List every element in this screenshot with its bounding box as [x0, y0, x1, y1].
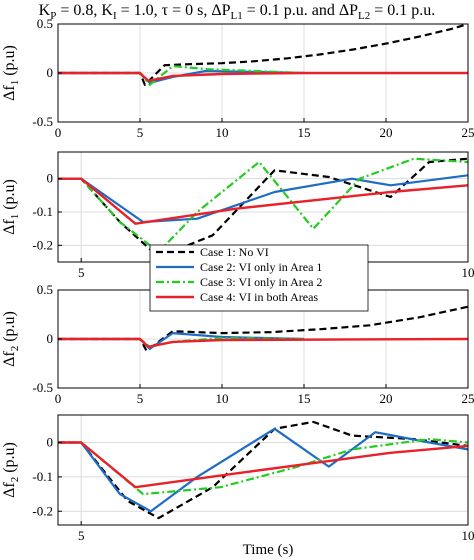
x-tick-label: 5	[78, 265, 85, 280]
series-line-4	[58, 71, 468, 83]
y-tick-label: 0	[47, 65, 54, 80]
y-tick-label: -0.1	[32, 204, 53, 219]
series-line-1	[58, 305, 468, 352]
x-tick-label: 10	[216, 125, 229, 140]
x-tick-label: 5	[137, 391, 144, 406]
axes-frame	[57, 414, 469, 526]
x-tick-label: 25	[462, 391, 474, 406]
x-tick-label: 25	[462, 125, 474, 140]
legend-entry: Case 2: VI only in Area 1	[200, 260, 322, 274]
x-tick-label: 5	[137, 125, 144, 140]
x-tick-label: 10	[216, 391, 229, 406]
y-tick-label: -0.2	[32, 503, 53, 518]
x-tick-label: 20	[380, 391, 393, 406]
y-tick-label: -0.1	[32, 469, 53, 484]
series-line-2	[58, 427, 468, 513]
y-tick-label: 0	[47, 331, 54, 346]
x-tick-label: 10	[462, 265, 474, 280]
y-tick-label: -0.5	[32, 114, 53, 129]
series-line-4	[58, 337, 468, 348]
panel-d: 5 10 -0.2 -0.1 0 Δf2 (p.u)	[1, 414, 474, 543]
y-axis-label: Δf2 (p.u)	[1, 442, 21, 498]
y-tick-label: -0.5	[32, 380, 53, 395]
series-line-4	[58, 441, 468, 489]
y-tick-label: 0.5	[37, 16, 53, 31]
x-tick-label: 10	[462, 528, 474, 543]
legend-entry: Case 4: VI in both Areas	[200, 290, 318, 304]
series-line-4	[58, 177, 468, 225]
legend-entry: Case 1: No VI	[200, 245, 269, 259]
x-tick-label: 15	[298, 125, 311, 140]
legend-entry: Case 3: VI only in Area 2	[200, 275, 322, 289]
y-axis-label: Δf1 (p.u)	[1, 45, 21, 101]
x-tick-label: 15	[298, 391, 311, 406]
y-axis-label: Δf2 (p.u)	[1, 311, 21, 367]
legend-box	[149, 244, 369, 312]
series-line-3	[58, 157, 468, 254]
y-tick-label: -0.2	[32, 237, 53, 252]
x-axis-label: Time (s)	[243, 542, 294, 558]
x-tick-label: 0	[55, 391, 62, 406]
x-tick-label: 5	[78, 528, 85, 543]
chart-title: KP​ = 0.8, KI​ = 1.0, τ = 0 s, ΔPL1​ = 0…	[39, 2, 436, 22]
y-axis-label: Δf1 (p.u)	[1, 179, 21, 235]
y-tick-label: 0	[47, 171, 54, 186]
plot-area	[58, 152, 468, 262]
y-tick-label: 0	[47, 435, 54, 450]
x-tick-label: 0	[55, 125, 62, 140]
x-tick-label: 20	[380, 125, 393, 140]
panel-b: 5 10 -0.2 -0.1 0 Δf1 (p.u)	[1, 151, 474, 280]
y-tick-label: 0.5	[37, 282, 53, 297]
